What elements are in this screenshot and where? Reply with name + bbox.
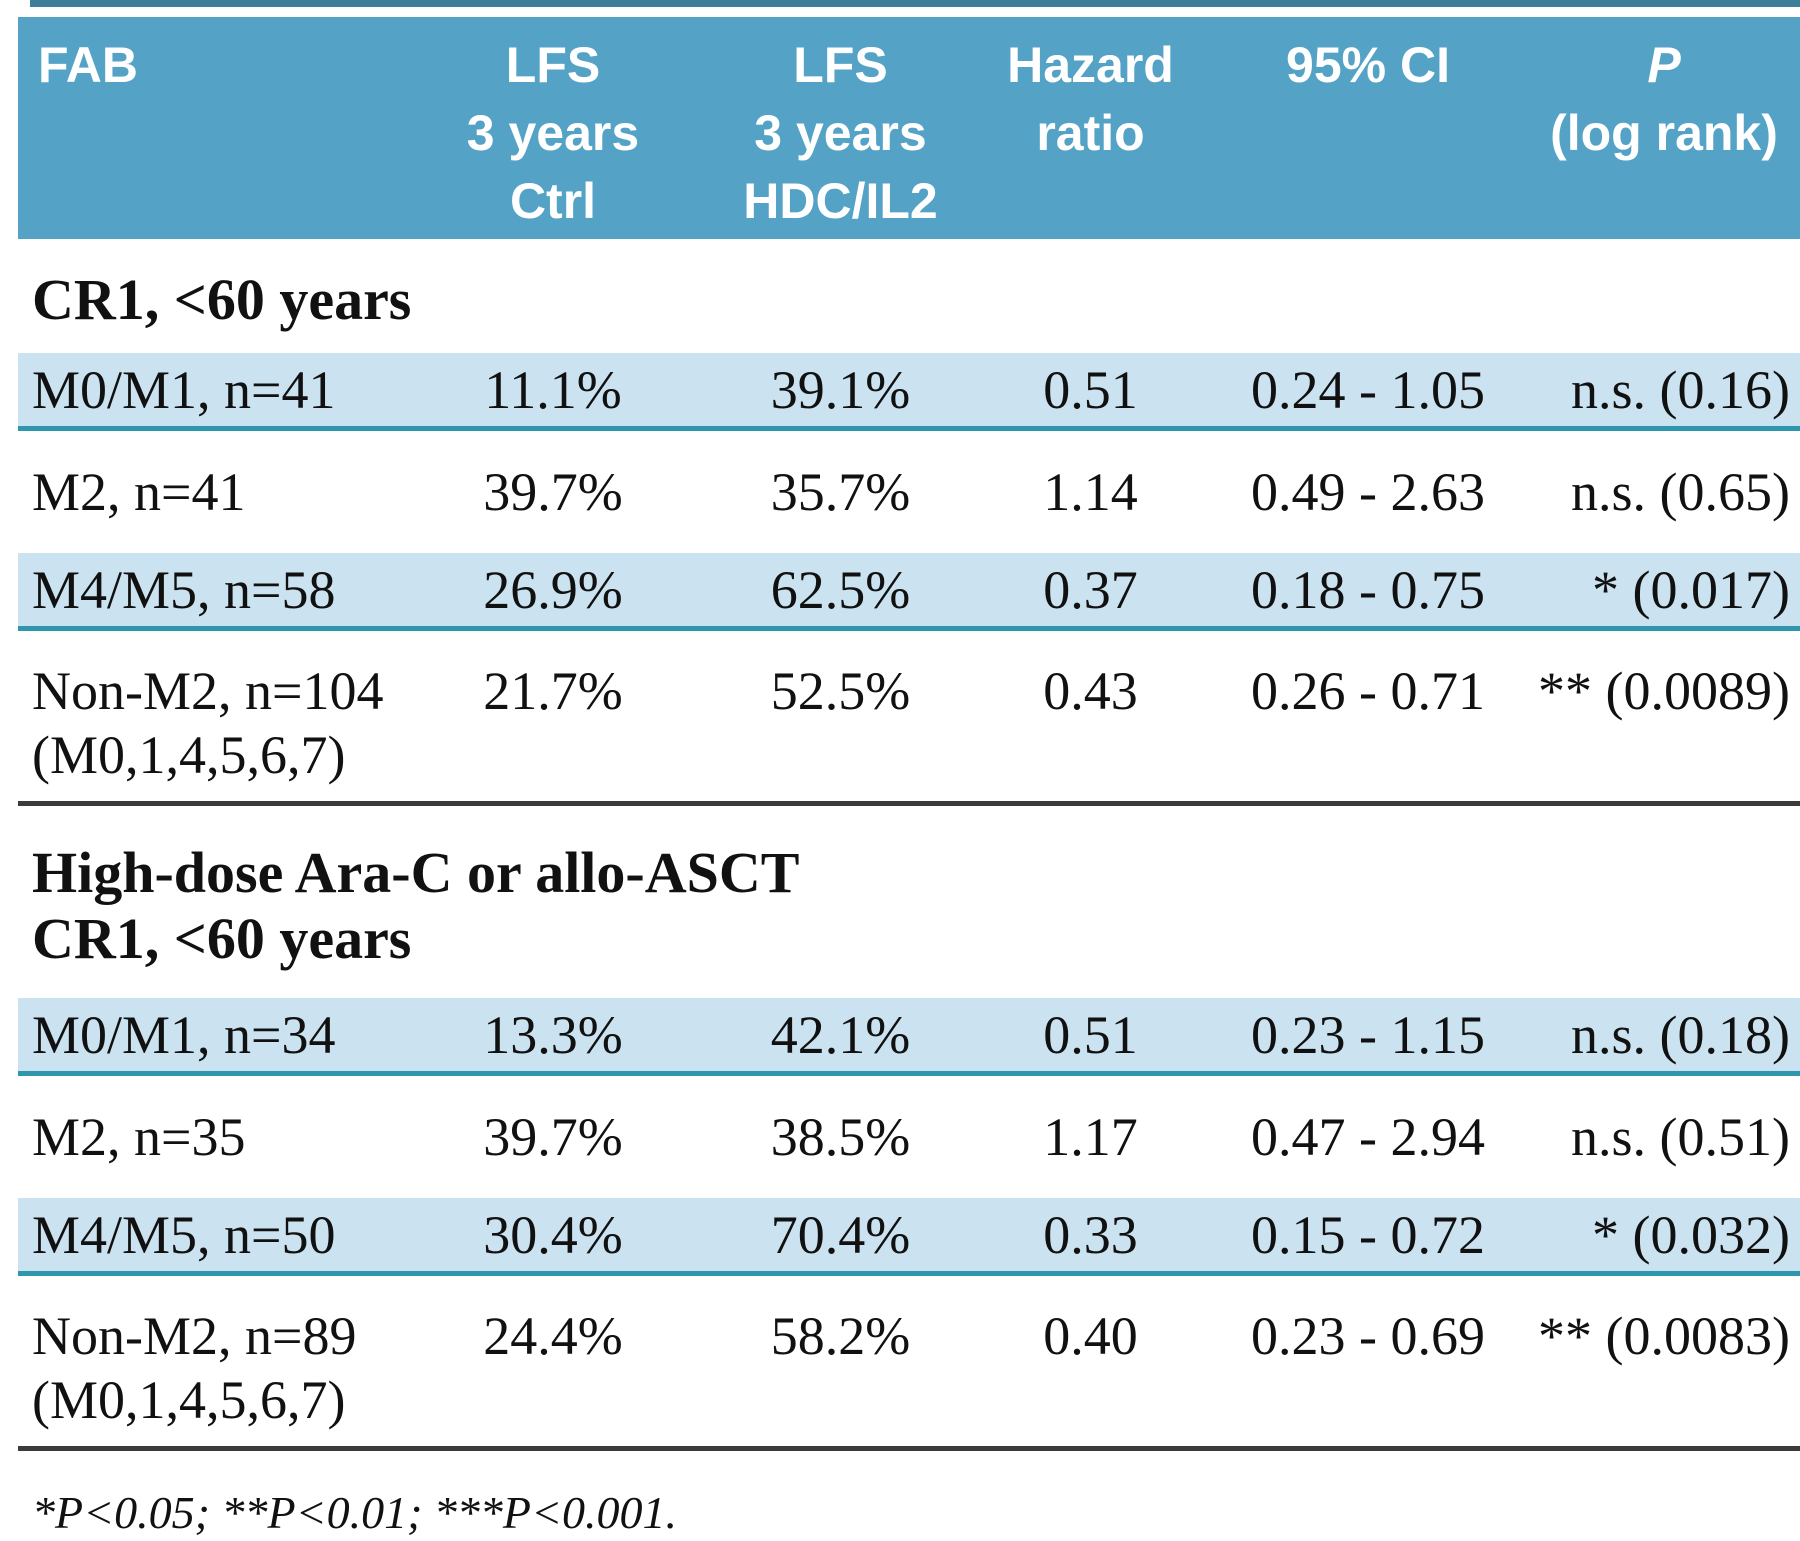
col-header-lfs-hdc: LFS 3 years HDC/IL2 — [743, 37, 938, 229]
cell-lfs-ctrl: 13.3% — [483, 1004, 623, 1065]
cell-p-value: n.s. (0.18) — [1571, 1004, 1790, 1065]
cell-fab: M0/M1, n=34 — [32, 1004, 336, 1065]
cell-fab: M2, n=35 — [32, 1107, 246, 1167]
cell-ci: 0.23 - 1.15 — [1251, 1004, 1485, 1065]
cell-lfs-hdc: 58.2% — [770, 1306, 911, 1366]
cell-ci: 0.18 - 0.75 — [1251, 559, 1485, 620]
footnote-divider-rule — [18, 1446, 1800, 1451]
cell-p-value: ** (0.0089) — [1538, 661, 1790, 721]
col-header-hazard-ratio: Hazard ratio — [1007, 37, 1174, 161]
table-row: M0/M1, n=41 11.1% 39.1% 0.51 0.24 - 1.05… — [18, 353, 1800, 431]
cell-hazard-ratio: 1.17 — [1043, 1107, 1138, 1167]
cell-hazard-ratio: 1.14 — [1043, 462, 1138, 522]
table-row: M0/M1, n=34 13.3% 42.1% 0.51 0.23 - 1.15… — [18, 998, 1800, 1076]
cell-hazard-ratio: 0.51 — [1043, 1004, 1138, 1065]
cell-lfs-hdc: 39.1% — [770, 359, 911, 420]
col-header-ci: 95% CI — [1286, 37, 1450, 93]
cell-p-value: * (0.017) — [1592, 559, 1790, 620]
cell-hazard-ratio: 0.51 — [1043, 359, 1138, 420]
cell-fab: M0/M1, n=41 — [32, 359, 336, 420]
table-row: M2, n=41 39.7% 35.7% 1.14 0.49 - 2.63 n.… — [18, 453, 1800, 531]
table-row: M2, n=35 39.7% 38.5% 1.17 0.47 - 2.94 n.… — [18, 1098, 1800, 1176]
cell-lfs-ctrl: 30.4% — [483, 1204, 623, 1265]
cell-lfs-ctrl: 11.1% — [484, 359, 622, 420]
cell-ci: 0.49 - 2.63 — [1251, 462, 1485, 522]
col-header-fab: FAB — [18, 31, 398, 239]
cell-fab: Non-M2, n=104 (M0,1,4,5,6,7) — [32, 661, 384, 785]
cell-hazard-ratio: 0.40 — [1043, 1306, 1138, 1366]
cell-lfs-ctrl: 39.7% — [483, 462, 623, 522]
cell-lfs-hdc: 62.5% — [770, 559, 911, 620]
cell-ci: 0.15 - 0.72 — [1251, 1204, 1485, 1265]
significance-footnote: *P<0.05; **P<0.01; ***P<0.001. — [32, 1487, 678, 1538]
table-row: Non-M2, n=89 (M0,1,4,5,6,7) 24.4% 58.2% … — [18, 1298, 1800, 1436]
cell-p-value: ** (0.0083) — [1538, 1306, 1790, 1366]
cell-lfs-hdc: 52.5% — [770, 661, 911, 721]
cell-ci: 0.26 - 0.71 — [1251, 661, 1485, 721]
cell-hazard-ratio: 0.43 — [1043, 661, 1138, 721]
cell-ci: 0.47 - 2.94 — [1251, 1107, 1485, 1167]
cell-fab: Non-M2, n=89 (M0,1,4,5,6,7) — [32, 1306, 357, 1430]
table-row: Non-M2, n=104 (M0,1,4,5,6,7) 21.7% 52.5%… — [18, 653, 1800, 791]
cell-lfs-ctrl: 24.4% — [483, 1306, 623, 1366]
section-title-cr1: CR1, <60 years — [32, 267, 412, 332]
table-row: M4/M5, n=58 26.9% 62.5% 0.37 0.18 - 0.75… — [18, 553, 1800, 631]
cell-lfs-ctrl: 39.7% — [483, 1107, 623, 1167]
cell-lfs-hdc: 42.1% — [770, 1004, 911, 1065]
table-content: FAB LFS 3 years Ctrl LFS 3 years HDC/IL2… — [18, 17, 1800, 1541]
table-row: M4/M5, n=50 30.4% 70.4% 0.33 0.15 - 0.72… — [18, 1198, 1800, 1276]
cell-fab: M4/M5, n=58 — [32, 559, 336, 620]
cell-ci: 0.23 - 0.69 — [1251, 1306, 1485, 1366]
col-header-lfs-ctrl: LFS 3 years Ctrl — [466, 37, 640, 229]
table-header-row: FAB LFS 3 years Ctrl LFS 3 years HDC/IL2… — [18, 17, 1800, 239]
cell-fab: M4/M5, n=50 — [32, 1204, 336, 1265]
cell-ci: 0.24 - 1.05 — [1251, 359, 1485, 420]
cell-lfs-hdc: 70.4% — [770, 1204, 911, 1265]
cell-lfs-hdc: 38.5% — [770, 1107, 911, 1167]
cell-hazard-ratio: 0.33 — [1043, 1204, 1138, 1265]
section-title-hdac: High-dose Ara-C or allo-ASCT CR1, <60 ye… — [32, 840, 800, 971]
cell-lfs-ctrl: 26.9% — [483, 559, 623, 620]
cell-fab: M2, n=41 — [32, 462, 246, 522]
table-figure: FAB LFS 3 years Ctrl LFS 3 years HDC/IL2… — [18, 0, 1800, 1538]
cell-lfs-hdc: 35.7% — [770, 462, 911, 522]
cell-p-value: n.s. (0.16) — [1571, 359, 1790, 420]
cell-lfs-ctrl: 21.7% — [483, 661, 623, 721]
cell-p-value: n.s. (0.65) — [1571, 462, 1790, 522]
col-header-p-logrank: P (log rank) — [1550, 37, 1778, 161]
cell-p-value: * (0.032) — [1592, 1204, 1790, 1265]
section-divider-rule — [18, 801, 1800, 806]
col-header-fab-label: FAB — [38, 37, 138, 93]
cell-hazard-ratio: 0.37 — [1043, 559, 1138, 620]
cell-p-value: n.s. (0.51) — [1571, 1107, 1790, 1167]
top-border-strip — [30, 0, 1800, 7]
